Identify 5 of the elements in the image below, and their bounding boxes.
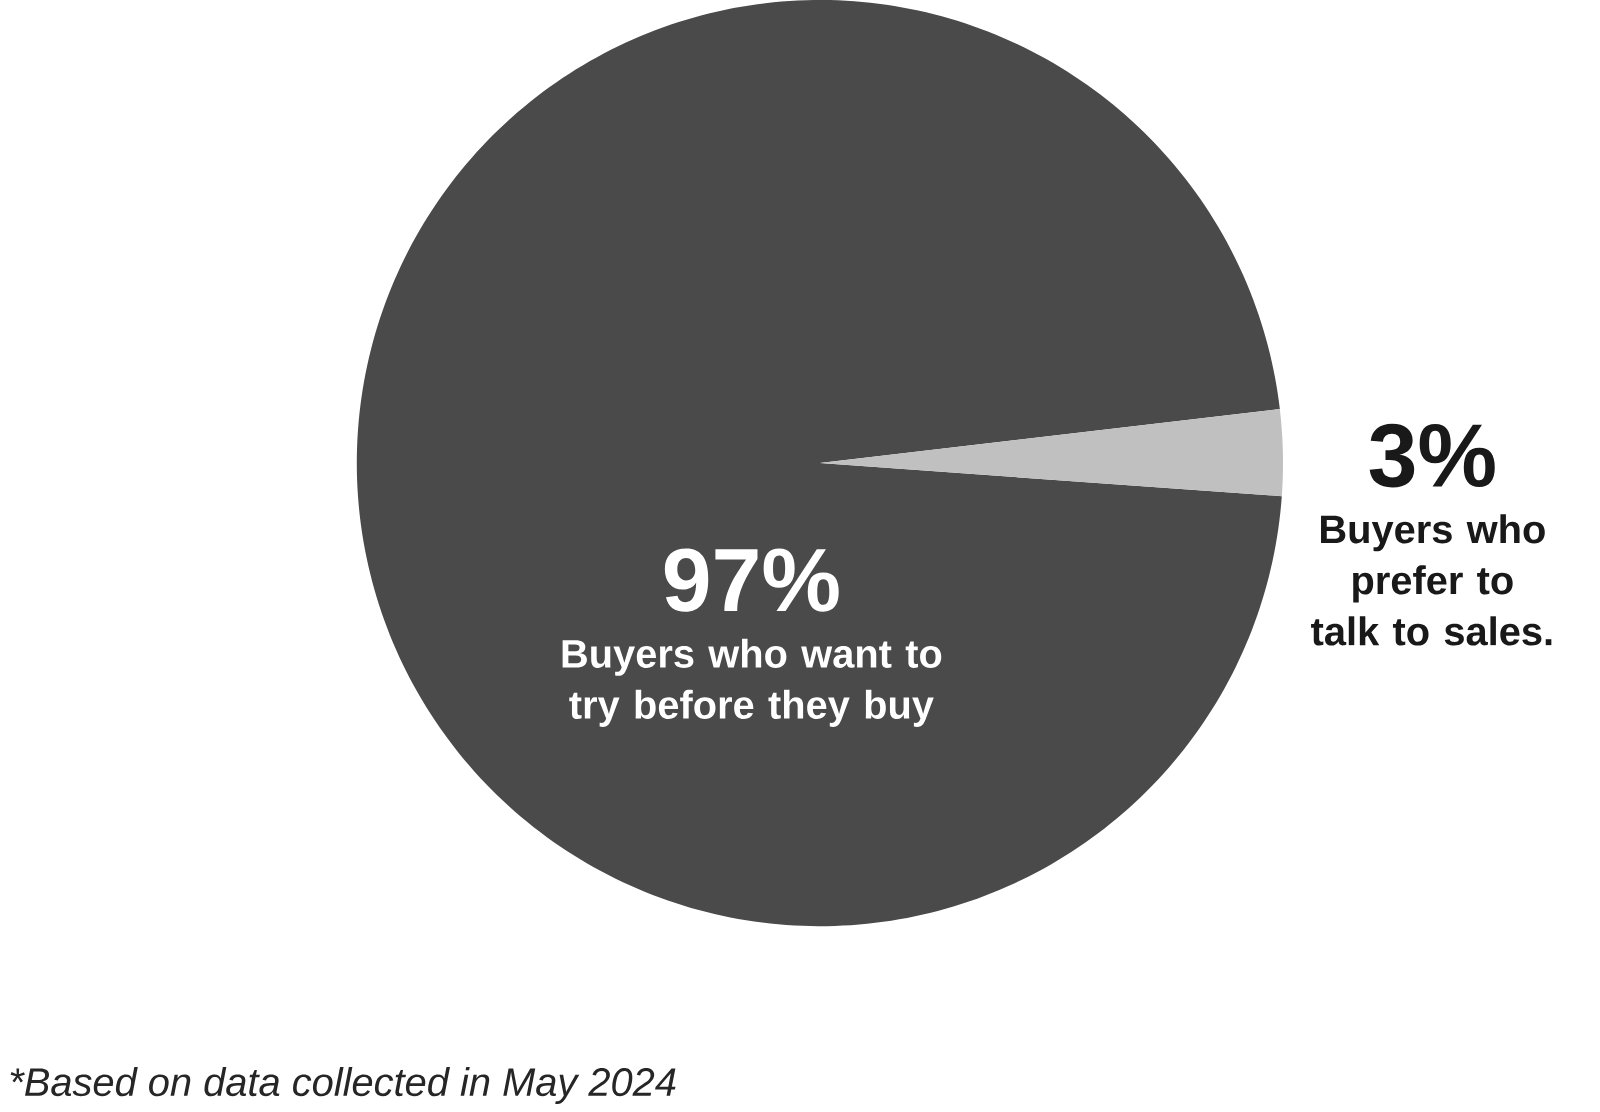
data-label: 3% [1369,423,1495,488]
slice-label: Buyers who prefer to talk to sales. [1311,514,1552,646]
text: *Based on data collected in May 2024 [10,1066,676,1104]
data-label: 97% [664,548,839,612]
slice-label: Buyers who want to try before they buy [562,638,942,727]
